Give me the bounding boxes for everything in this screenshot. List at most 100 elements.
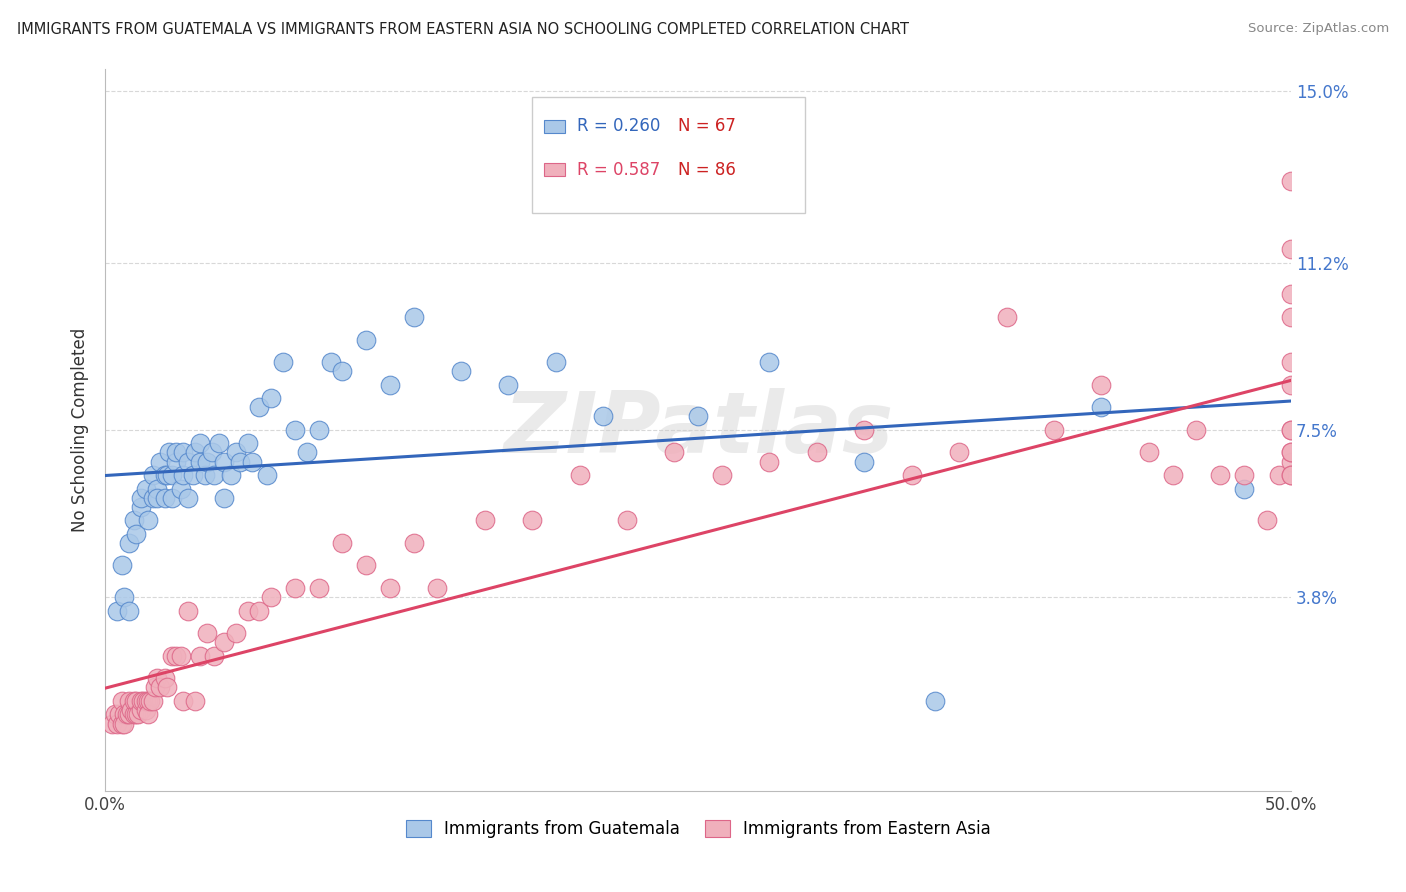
Point bbox=[212, 454, 235, 468]
Point bbox=[136, 513, 159, 527]
Point bbox=[101, 716, 124, 731]
Point bbox=[173, 445, 195, 459]
Point bbox=[1279, 454, 1302, 468]
Point bbox=[758, 355, 780, 369]
Point bbox=[1279, 287, 1302, 301]
Point bbox=[260, 590, 283, 604]
Point bbox=[160, 468, 183, 483]
Point bbox=[1279, 355, 1302, 369]
Text: R = 0.587: R = 0.587 bbox=[578, 161, 661, 178]
Point bbox=[105, 716, 128, 731]
Point bbox=[177, 454, 200, 468]
Point bbox=[806, 445, 828, 459]
Point bbox=[284, 581, 307, 595]
Y-axis label: No Schooling Completed: No Schooling Completed bbox=[72, 327, 89, 532]
Point bbox=[616, 513, 638, 527]
Point bbox=[229, 454, 252, 468]
Point bbox=[1279, 423, 1302, 437]
Point bbox=[295, 445, 318, 459]
Point bbox=[240, 454, 263, 468]
Point bbox=[354, 558, 377, 573]
Point bbox=[378, 377, 401, 392]
Point bbox=[900, 468, 922, 483]
Point bbox=[129, 491, 152, 505]
Point bbox=[1256, 513, 1278, 527]
Point bbox=[1279, 242, 1302, 256]
Point bbox=[136, 694, 159, 708]
Point bbox=[127, 707, 149, 722]
Point bbox=[125, 707, 148, 722]
Text: IMMIGRANTS FROM GUATEMALA VS IMMIGRANTS FROM EASTERN ASIA NO SCHOOLING COMPLETED: IMMIGRANTS FROM GUATEMALA VS IMMIGRANTS … bbox=[17, 22, 908, 37]
Point bbox=[284, 423, 307, 437]
Point bbox=[1161, 468, 1184, 483]
Point bbox=[160, 648, 183, 663]
Point bbox=[122, 707, 145, 722]
Text: ZIPatlas: ZIPatlas bbox=[503, 388, 893, 471]
Point bbox=[271, 355, 294, 369]
Point bbox=[112, 590, 135, 604]
Point bbox=[1185, 423, 1208, 437]
Point bbox=[948, 445, 970, 459]
Point bbox=[1279, 310, 1302, 324]
Point bbox=[108, 707, 131, 722]
Point bbox=[1090, 377, 1112, 392]
Point bbox=[177, 604, 200, 618]
Point bbox=[181, 468, 204, 483]
Point bbox=[142, 468, 165, 483]
Text: N = 86: N = 86 bbox=[678, 161, 735, 178]
Point bbox=[498, 377, 520, 392]
Point bbox=[544, 355, 567, 369]
Point bbox=[111, 716, 134, 731]
Point bbox=[332, 364, 354, 378]
Point bbox=[125, 526, 148, 541]
Point bbox=[308, 423, 330, 437]
Point bbox=[236, 604, 259, 618]
Point bbox=[136, 707, 159, 722]
Point bbox=[118, 694, 141, 708]
Point bbox=[118, 604, 141, 618]
Point bbox=[1279, 174, 1302, 188]
Point bbox=[853, 454, 876, 468]
Point bbox=[165, 648, 187, 663]
Point bbox=[236, 436, 259, 450]
Point bbox=[332, 536, 354, 550]
Point bbox=[135, 703, 157, 717]
Bar bbox=[544, 120, 565, 133]
Legend: Immigrants from Guatemala, Immigrants from Eastern Asia: Immigrants from Guatemala, Immigrants fr… bbox=[399, 813, 997, 845]
Point bbox=[995, 310, 1018, 324]
Point bbox=[426, 581, 449, 595]
Point bbox=[212, 491, 235, 505]
Point bbox=[184, 445, 207, 459]
Point bbox=[195, 626, 218, 640]
Point bbox=[1090, 401, 1112, 415]
Point bbox=[120, 703, 142, 717]
Point bbox=[129, 500, 152, 514]
Point bbox=[1279, 445, 1302, 459]
Point bbox=[146, 671, 169, 685]
Point bbox=[450, 364, 472, 378]
Point bbox=[173, 694, 195, 708]
Bar bbox=[544, 163, 565, 177]
Point bbox=[522, 513, 544, 527]
Point bbox=[853, 423, 876, 437]
Point bbox=[260, 391, 283, 405]
Point bbox=[146, 482, 169, 496]
Point bbox=[118, 707, 141, 722]
Point bbox=[924, 694, 946, 708]
Point bbox=[105, 604, 128, 618]
Point bbox=[111, 558, 134, 573]
Point bbox=[112, 716, 135, 731]
Point bbox=[208, 436, 231, 450]
Point bbox=[688, 409, 710, 424]
Point bbox=[202, 648, 225, 663]
Point bbox=[112, 707, 135, 722]
Point bbox=[1209, 468, 1232, 483]
Point bbox=[177, 491, 200, 505]
Point bbox=[143, 681, 166, 695]
Point bbox=[592, 409, 614, 424]
Point bbox=[135, 694, 157, 708]
Point bbox=[1268, 468, 1291, 483]
Point bbox=[247, 604, 270, 618]
Point bbox=[1279, 468, 1302, 483]
FancyBboxPatch shape bbox=[533, 97, 806, 213]
